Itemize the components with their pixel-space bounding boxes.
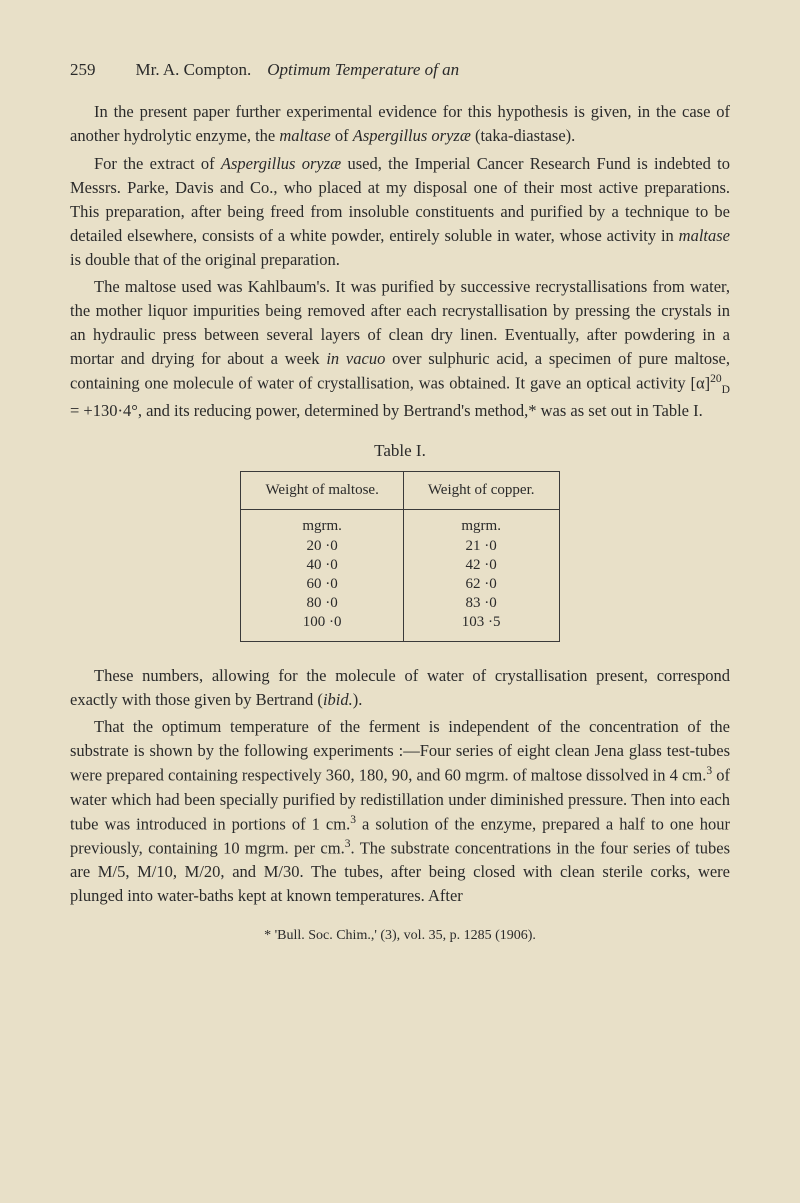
table-label: Table I. xyxy=(70,441,730,461)
paragraph-5: That the optimum temperature of the ferm… xyxy=(70,715,730,908)
table-cell: 62 ·0 xyxy=(403,575,559,594)
table-row: 40 ·0 42 ·0 xyxy=(241,556,559,575)
table-header-cell: Weight of maltose. xyxy=(241,471,403,509)
table-row: 100 ·0 103 ·5 xyxy=(241,613,559,642)
italic-term: in vacuo xyxy=(326,349,385,368)
superscript: 20 xyxy=(710,373,722,385)
text-segment: That the optimum temperature of the ferm… xyxy=(70,717,730,784)
table-header-cell: Weight of copper. xyxy=(403,471,559,509)
table-cell: 100 ·0 xyxy=(241,613,403,642)
table-unit-cell: mgrm. xyxy=(403,509,559,537)
footnote: * 'Bull. Soc. Chim.,' (3), vol. 35, p. 1… xyxy=(70,928,730,944)
italic-term: Aspergillus oryzæ xyxy=(353,126,471,145)
text-segment: = +130·4°, and its reducing power, deter… xyxy=(70,401,703,420)
paragraph-1: In the present paper further experimenta… xyxy=(70,100,730,148)
table-header-row: Weight of maltose. Weight of copper. xyxy=(241,471,559,509)
text-segment: is double that of the original preparati… xyxy=(70,250,340,269)
table-cell: 83 ·0 xyxy=(403,594,559,613)
table-row: 20 ·0 21 ·0 xyxy=(241,537,559,556)
data-table: Weight of maltose. Weight of copper. mgr… xyxy=(240,471,559,642)
italic-term: maltase xyxy=(679,226,730,245)
italic-term: maltase xyxy=(279,126,330,145)
table-cell: 42 ·0 xyxy=(403,556,559,575)
text-segment: For the extract of xyxy=(94,154,221,173)
text-segment: (taka-diastase). xyxy=(471,126,575,145)
table-cell: 40 ·0 xyxy=(241,556,403,575)
page-header: 259 Mr. A. Compton. Optimum Temperature … xyxy=(70,60,730,80)
table-row: 60 ·0 62 ·0 xyxy=(241,575,559,594)
italic-term: ibid. xyxy=(323,690,353,709)
table-row: 80 ·0 83 ·0 xyxy=(241,594,559,613)
table-unit-cell: mgrm. xyxy=(241,509,403,537)
page-number: 259 xyxy=(70,60,96,80)
table-cell: 21 ·0 xyxy=(403,537,559,556)
author-name: Mr. A. Compton. xyxy=(136,60,252,80)
text-segment: ). xyxy=(353,690,363,709)
table-cell: 60 ·0 xyxy=(241,575,403,594)
subscript: D xyxy=(722,384,730,396)
paragraph-2: For the extract of Aspergillus oryzæ use… xyxy=(70,152,730,272)
table-cell: 20 ·0 xyxy=(241,537,403,556)
text-segment: These numbers, allowing for the molecule… xyxy=(70,666,730,709)
table-unit-row: mgrm. mgrm. xyxy=(241,509,559,537)
table-cell: 80 ·0 xyxy=(241,594,403,613)
paragraph-4: These numbers, allowing for the molecule… xyxy=(70,664,730,712)
paragraph-3: The maltose used was Kahlbaum's. It was … xyxy=(70,275,730,422)
italic-term: Aspergillus oryzæ xyxy=(221,154,341,173)
table-cell: 103 ·5 xyxy=(403,613,559,642)
article-title: Optimum Temperature of an xyxy=(267,60,459,80)
text-segment: of xyxy=(331,126,353,145)
table-container: Weight of maltose. Weight of copper. mgr… xyxy=(70,471,730,642)
